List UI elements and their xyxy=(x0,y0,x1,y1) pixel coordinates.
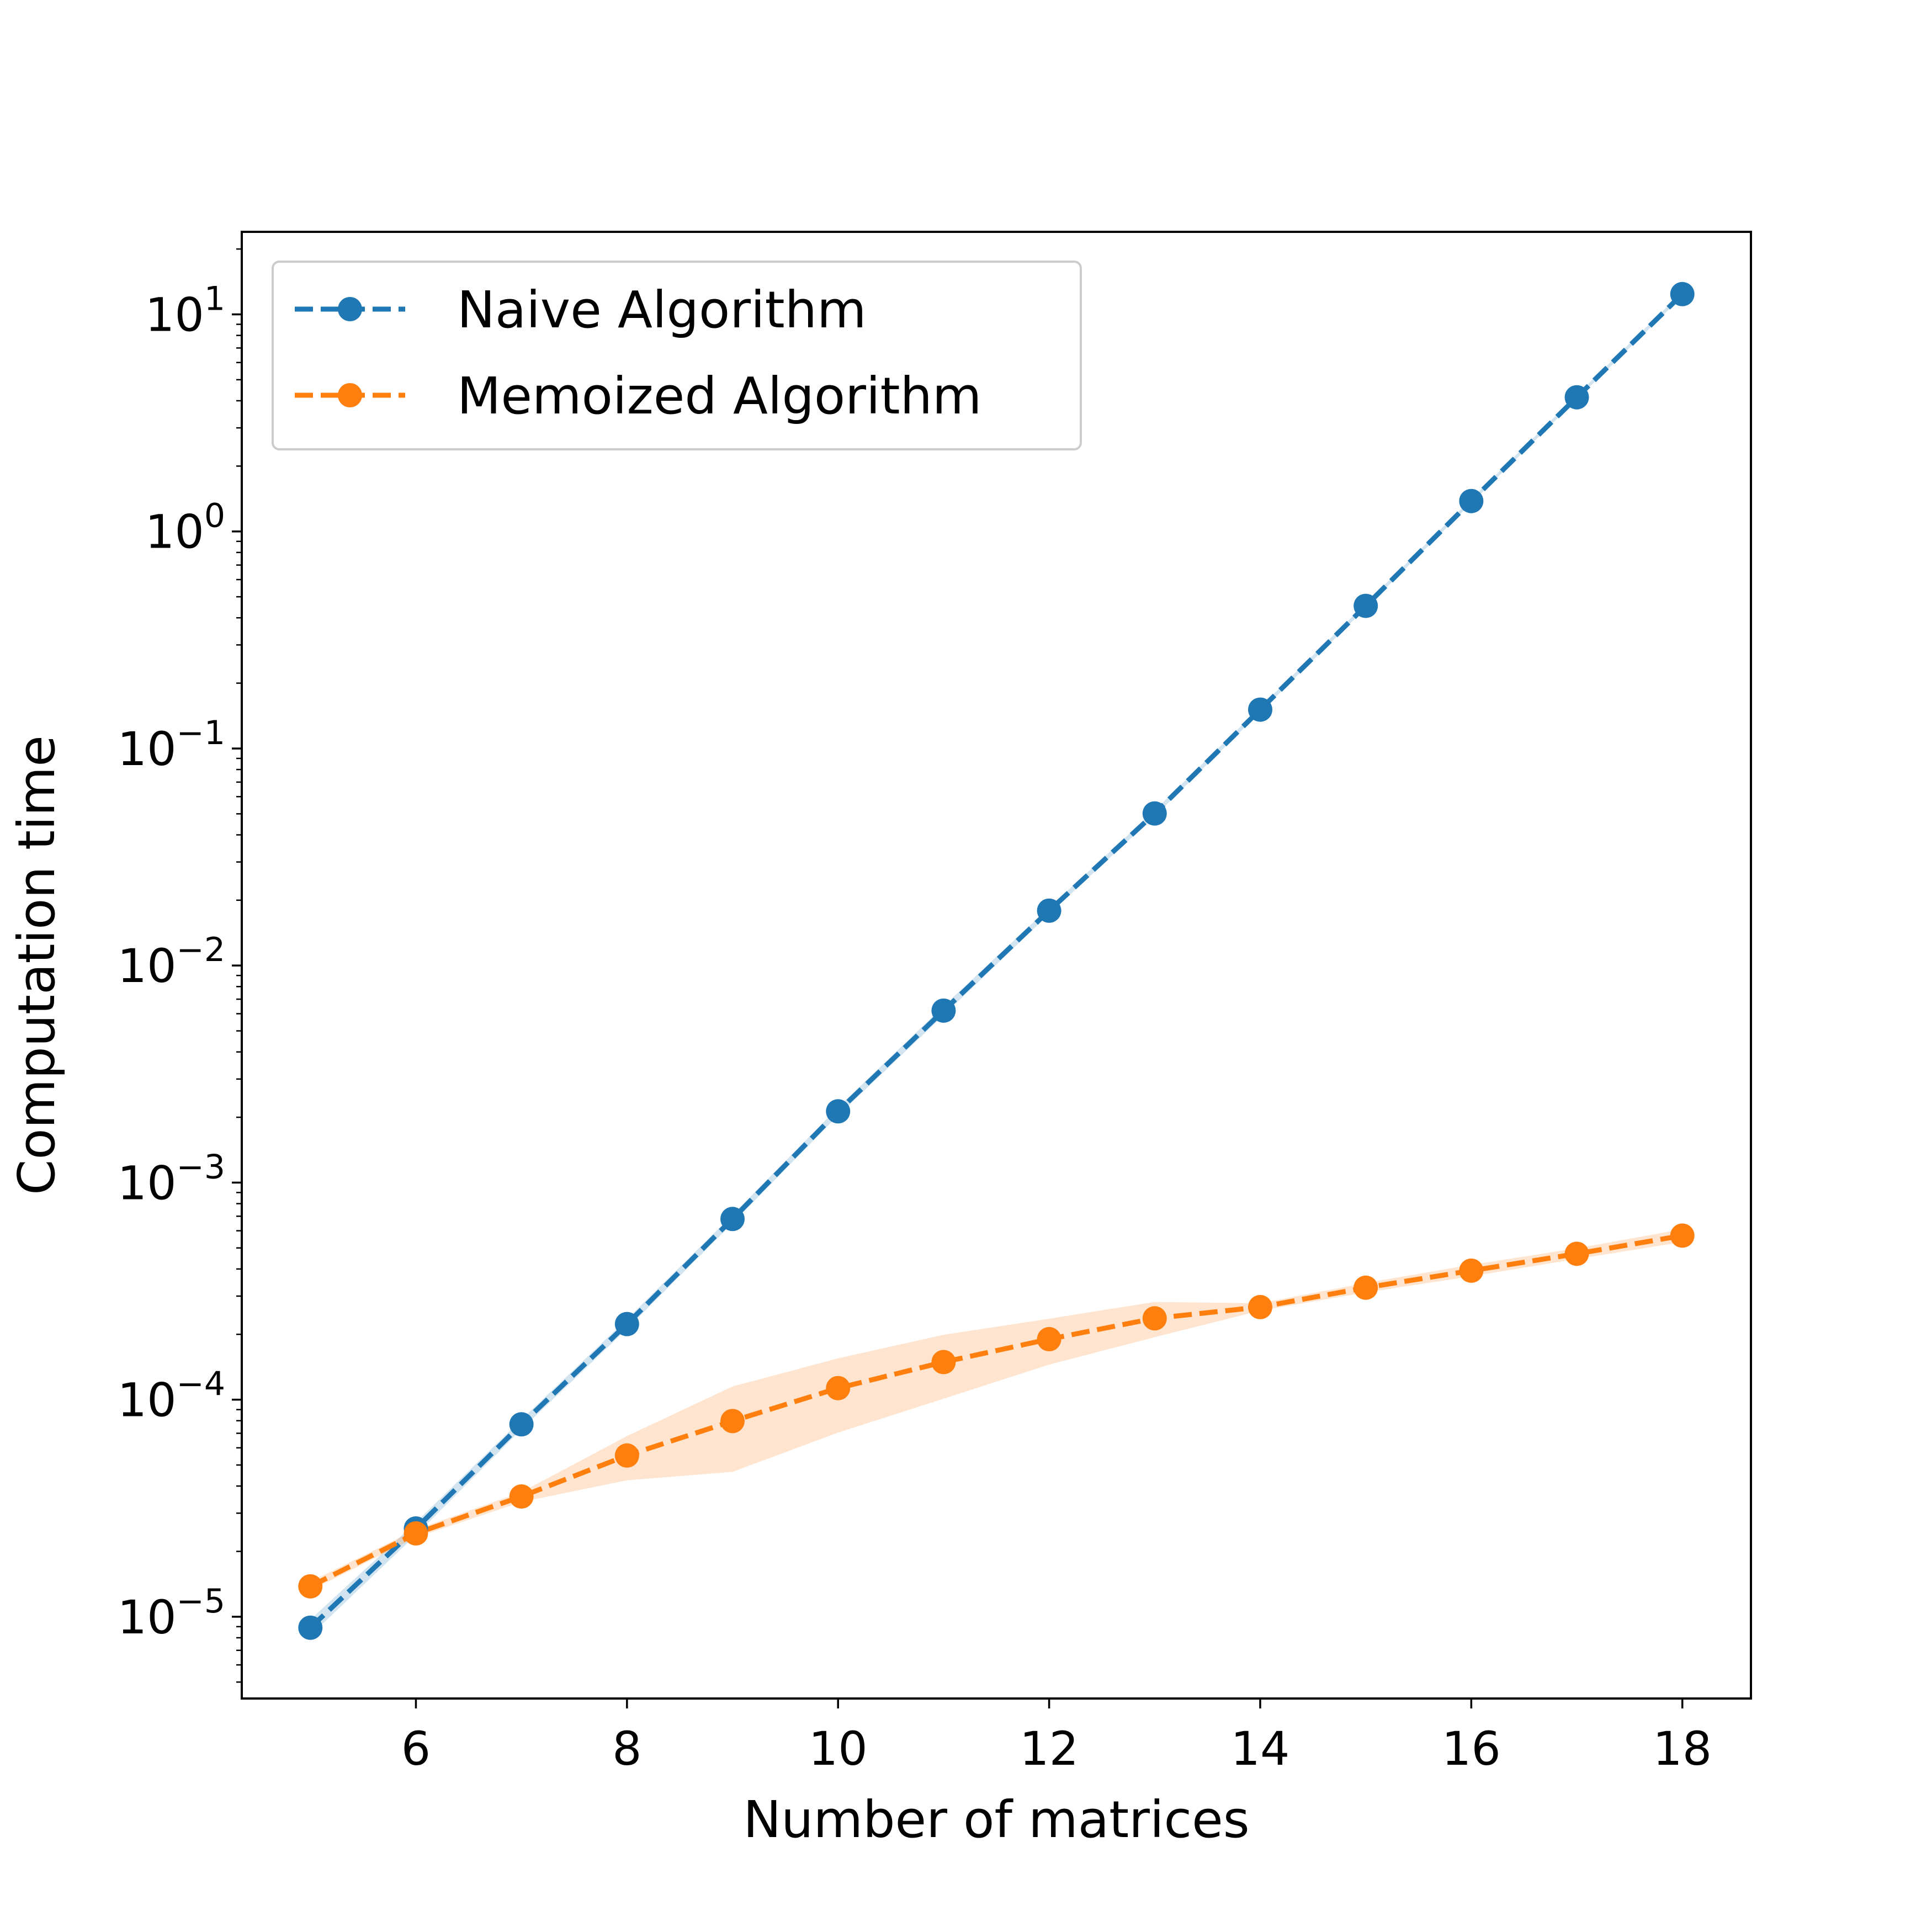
y-tick-label: 10−4 xyxy=(118,1365,225,1427)
y-tick-label: 101 xyxy=(145,280,225,342)
y-tick-label: 10−3 xyxy=(118,1148,225,1210)
y-axis-label: Computation time xyxy=(7,735,66,1195)
point-series-1 xyxy=(1248,697,1272,722)
y-tick-label: 10−1 xyxy=(118,714,225,776)
point-series-2 xyxy=(614,1443,639,1468)
series-markers xyxy=(298,282,1695,1640)
point-series-2 xyxy=(509,1484,534,1509)
point-series-2 xyxy=(1142,1306,1167,1331)
point-series-2 xyxy=(720,1409,745,1434)
x-tick-label: 6 xyxy=(401,1722,431,1776)
point-series-1 xyxy=(1459,489,1484,513)
legend-label: Memoized Algorithm xyxy=(457,367,982,426)
point-series-2 xyxy=(1354,1275,1378,1300)
x-tick-label: 18 xyxy=(1653,1722,1712,1776)
point-series-1 xyxy=(298,1615,323,1640)
point-series-2 xyxy=(404,1521,428,1546)
y-axis-ticks: 10−5 10−4 10−3 10−2 10−1 100 101 xyxy=(118,248,242,1683)
legend-label: Naive Algorithm xyxy=(457,280,867,339)
y-tick-label: 10−2 xyxy=(118,931,225,993)
point-series-2 xyxy=(1564,1241,1589,1266)
legend: Naive Algorithm Memoized Algorithm xyxy=(272,261,1082,450)
point-series-2 xyxy=(1670,1223,1695,1248)
point-series-1 xyxy=(1670,282,1695,306)
y-tick-label: 100 xyxy=(145,497,225,559)
point-series-1 xyxy=(826,1099,851,1124)
point-series-2 xyxy=(826,1376,851,1400)
line-series-1 xyxy=(309,292,1684,1630)
point-series-2 xyxy=(1037,1327,1061,1352)
point-series-2 xyxy=(931,1350,956,1374)
legend-marker xyxy=(338,297,362,321)
point-series-2 xyxy=(1459,1258,1484,1283)
point-series-1 xyxy=(1037,898,1061,923)
band-series-2 xyxy=(310,1229,1682,1591)
series-lines xyxy=(309,292,1684,1630)
point-series-1 xyxy=(614,1312,639,1336)
x-axis-label: Number of matrices xyxy=(743,1790,1249,1849)
point-series-1 xyxy=(720,1207,745,1232)
legend-box xyxy=(272,261,1082,450)
x-tick-label: 10 xyxy=(809,1722,868,1776)
x-tick-label: 14 xyxy=(1231,1722,1290,1776)
x-tick-label: 8 xyxy=(612,1722,641,1776)
line-series-2 xyxy=(309,1233,1683,1589)
point-series-1 xyxy=(1142,801,1167,826)
point-series-1 xyxy=(931,998,956,1023)
legend-marker xyxy=(338,383,362,407)
point-series-1 xyxy=(1354,593,1378,618)
point-series-1 xyxy=(509,1412,534,1437)
point-series-2 xyxy=(1248,1294,1272,1319)
point-series-1 xyxy=(1564,385,1589,410)
point-series-2 xyxy=(298,1574,323,1599)
y-tick-label: 10−5 xyxy=(118,1582,225,1644)
x-tick-label: 12 xyxy=(1020,1722,1079,1776)
x-axis-ticks: 6 8 10 12 14 16 18 xyxy=(401,1699,1712,1776)
x-tick-label: 16 xyxy=(1442,1722,1501,1776)
